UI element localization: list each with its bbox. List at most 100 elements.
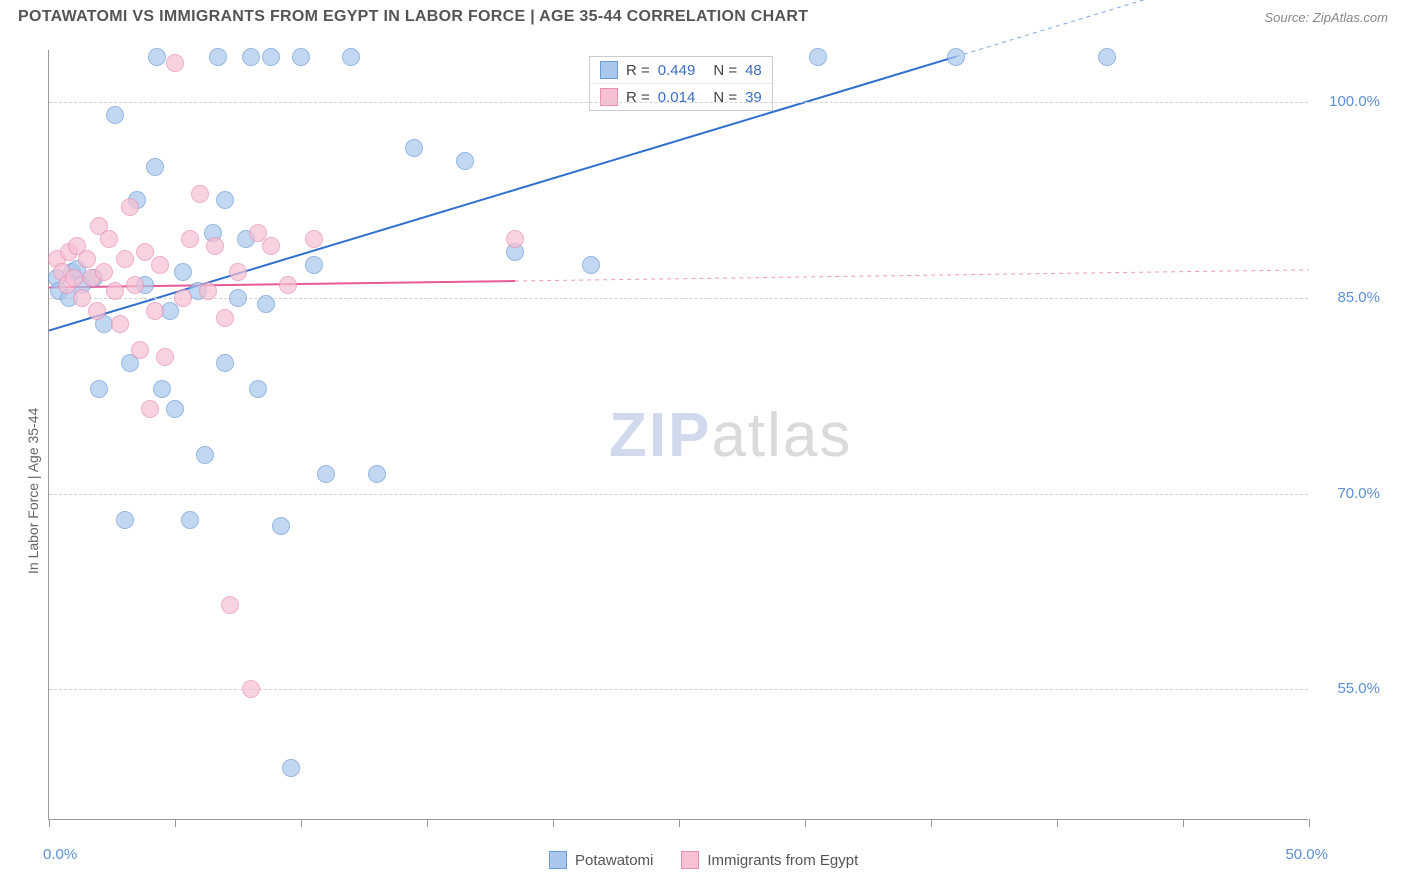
data-point-egypt (242, 680, 260, 698)
legend-label: Immigrants from Egypt (707, 852, 858, 869)
data-point-potawatomi (153, 380, 171, 398)
data-point-egypt (174, 289, 192, 307)
chart-title: POTAWATOMI VS IMMIGRANTS FROM EGYPT IN L… (18, 8, 808, 26)
data-point-egypt (199, 282, 217, 300)
data-point-potawatomi (1098, 48, 1116, 66)
trendline-dash-egypt (515, 270, 1309, 281)
data-point-egypt (131, 341, 149, 359)
data-point-egypt (116, 250, 134, 268)
data-point-egypt (506, 230, 524, 248)
watermark-atlas: atlas (711, 401, 852, 470)
stat-n-value: 48 (745, 62, 762, 79)
data-point-egypt (221, 596, 239, 614)
data-point-egypt (141, 400, 159, 418)
swatch-egypt (600, 88, 618, 106)
data-point-egypt (121, 198, 139, 216)
data-point-potawatomi (181, 511, 199, 529)
data-point-potawatomi (196, 446, 214, 464)
bottom-legend: Potawatomi Immigrants from Egypt (549, 851, 858, 869)
data-point-egypt (73, 289, 91, 307)
data-point-potawatomi (90, 380, 108, 398)
data-point-potawatomi (249, 380, 267, 398)
data-point-potawatomi (582, 256, 600, 274)
scatter-plot-area: In Labor Force | Age 35-44 R = 0.449N = … (48, 50, 1308, 820)
stat-n-label: N = (713, 62, 737, 79)
data-point-egypt (136, 243, 154, 261)
x-tick (427, 819, 428, 827)
data-point-egypt (181, 230, 199, 248)
data-point-potawatomi (166, 400, 184, 418)
gridline-h (49, 102, 1308, 103)
legend-item-egypt: Immigrants from Egypt (681, 851, 858, 869)
data-point-egypt (216, 309, 234, 327)
data-point-egypt (126, 276, 144, 294)
data-point-potawatomi (342, 48, 360, 66)
x-tick (931, 819, 932, 827)
x-tick (1309, 819, 1310, 827)
data-point-egypt (262, 237, 280, 255)
gridline-h (49, 689, 1308, 690)
data-point-egypt (229, 263, 247, 281)
data-point-potawatomi (368, 465, 386, 483)
source-name: ZipAtlas.com (1313, 10, 1388, 25)
y-tick-label: 70.0% (1320, 485, 1380, 502)
data-point-egypt (111, 315, 129, 333)
data-point-potawatomi (456, 152, 474, 170)
data-point-potawatomi (116, 511, 134, 529)
data-point-potawatomi (282, 759, 300, 777)
source-prefix: Source: (1264, 10, 1312, 25)
gridline-h (49, 494, 1308, 495)
trend-lines (49, 50, 1309, 820)
data-point-potawatomi (272, 517, 290, 535)
x-tick (679, 819, 680, 827)
data-point-egypt (156, 348, 174, 366)
data-point-egypt (65, 269, 83, 287)
x-tick (553, 819, 554, 827)
data-point-potawatomi (146, 158, 164, 176)
stat-r-value: 0.449 (658, 62, 696, 79)
data-point-potawatomi (305, 256, 323, 274)
data-point-egypt (106, 282, 124, 300)
data-point-egypt (95, 263, 113, 281)
data-point-egypt (100, 230, 118, 248)
legend-item-potawatomi: Potawatomi (549, 851, 653, 869)
legend-swatch-potawatomi (549, 851, 567, 869)
data-point-egypt (88, 302, 106, 320)
data-point-egypt (191, 185, 209, 203)
data-point-potawatomi (216, 354, 234, 372)
data-point-potawatomi (405, 139, 423, 157)
data-point-egypt (166, 54, 184, 72)
data-point-potawatomi (174, 263, 192, 281)
stats-row-egypt: R = 0.014N = 39 (590, 84, 772, 110)
watermark: ZIPatlas (609, 400, 852, 471)
data-point-potawatomi (148, 48, 166, 66)
data-point-egypt (305, 230, 323, 248)
stat-r-label: R = (626, 62, 650, 79)
data-point-potawatomi (209, 48, 227, 66)
data-point-potawatomi (317, 465, 335, 483)
y-tick-label: 100.0% (1320, 93, 1380, 110)
x-tick-label-min: 0.0% (43, 846, 77, 863)
x-tick (1183, 819, 1184, 827)
x-tick (1057, 819, 1058, 827)
data-point-potawatomi (292, 48, 310, 66)
legend-swatch-egypt (681, 851, 699, 869)
data-point-egypt (206, 237, 224, 255)
x-tick (49, 819, 50, 827)
x-tick (175, 819, 176, 827)
stats-row-potawatomi: R = 0.449 N = 48 (590, 57, 772, 84)
x-tick (805, 819, 806, 827)
legend-label: Potawatomi (575, 852, 653, 869)
data-point-egypt (151, 256, 169, 274)
data-point-potawatomi (106, 106, 124, 124)
data-point-potawatomi (216, 191, 234, 209)
watermark-zip: ZIP (609, 401, 711, 470)
data-point-egypt (78, 250, 96, 268)
data-point-potawatomi (242, 48, 260, 66)
y-axis-title: In Labor Force | Age 35-44 (25, 407, 41, 573)
source-credit: Source: ZipAtlas.com (1264, 10, 1388, 25)
data-point-potawatomi (262, 48, 280, 66)
data-point-potawatomi (257, 295, 275, 313)
title-bar: POTAWATOMI VS IMMIGRANTS FROM EGYPT IN L… (0, 0, 1406, 30)
data-point-egypt (146, 302, 164, 320)
